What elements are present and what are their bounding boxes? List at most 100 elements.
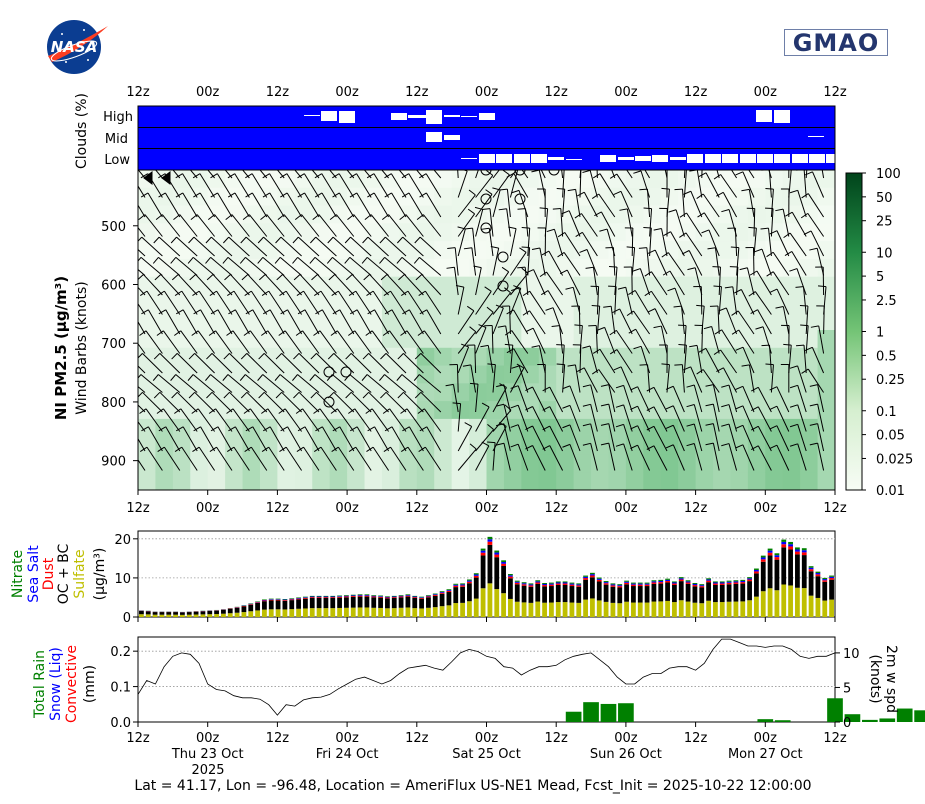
wind-barb <box>654 249 668 276</box>
dust-bar <box>350 596 356 597</box>
pm25-cell <box>765 436 784 455</box>
dust-bar <box>562 583 568 585</box>
pm25-cell <box>573 347 592 367</box>
wind-barb <box>407 290 424 315</box>
wind-barb-flag <box>810 325 819 328</box>
wind-barb-flag <box>696 304 705 307</box>
wind-barb <box>492 271 510 296</box>
wind-barb-flag <box>208 408 216 414</box>
aerosol-ylabel-nitrate: Nitrate <box>10 550 26 598</box>
wind-barb-flag <box>481 402 490 408</box>
pm25-cell <box>643 454 662 473</box>
wind-barb-flag <box>473 265 482 269</box>
wind-barb-flag <box>313 408 321 414</box>
wind-barb-flag <box>276 274 283 281</box>
cloud-cell <box>514 154 530 163</box>
wind-barb <box>718 286 722 315</box>
wind-barb-flag <box>380 391 387 399</box>
wind-barb-flag <box>478 324 487 328</box>
wind-barb <box>315 236 337 257</box>
wind-barb-flag <box>380 274 388 281</box>
ocbc-bar <box>569 586 575 603</box>
wind-barb <box>138 302 146 315</box>
wind-barb-flag <box>628 290 636 295</box>
nitrate-bar <box>371 595 377 596</box>
wind-barb-flag <box>469 382 479 385</box>
seasalt-bar <box>583 576 588 579</box>
wind-barb <box>363 170 372 179</box>
pm25-cell <box>486 472 505 490</box>
wind-barb <box>335 214 355 237</box>
wind-barb-flag <box>674 188 683 191</box>
wind-barb-flag <box>383 446 391 452</box>
pm25-cell <box>190 223 209 242</box>
pm25-cell <box>556 312 575 331</box>
cloud-cell <box>408 115 426 118</box>
wind-barb <box>246 391 268 413</box>
pm25-cell <box>312 258 331 278</box>
wind-barb-flag <box>348 446 357 452</box>
wind-barb <box>177 274 198 296</box>
wind-barb-flag <box>539 271 547 278</box>
sulfate-bar <box>644 602 650 617</box>
wind-barb <box>147 309 163 335</box>
wind-barb-flag <box>462 170 468 172</box>
wind-barb-flag <box>750 386 759 392</box>
pm25-cell <box>190 383 209 402</box>
pm25-cell <box>155 312 174 331</box>
wind-barb-flag <box>244 446 252 452</box>
wind-barb <box>138 226 146 237</box>
wind-barb <box>182 173 198 198</box>
pm25-cell <box>242 276 261 295</box>
wind-barb <box>321 309 337 335</box>
wind-barb-flag <box>367 426 375 432</box>
nitrate-bar <box>699 584 705 586</box>
wind-barb <box>681 189 685 218</box>
wind-barb <box>549 445 564 471</box>
wind-barb <box>608 423 616 452</box>
wind-barb-flag <box>141 309 149 315</box>
sulfate-bar <box>227 613 233 617</box>
sulfate-bar <box>152 614 158 617</box>
pm25-cell <box>643 223 662 242</box>
wind-barb <box>180 408 198 432</box>
wind-barb <box>195 274 215 296</box>
sulfate-bar <box>350 607 356 617</box>
wind-speed-tick-label: 0 <box>843 716 851 731</box>
sulfate-bar <box>781 584 787 617</box>
precip-tick-label: 0.2 <box>110 645 131 660</box>
dust-bar <box>801 552 807 556</box>
wind-barb <box>211 352 233 374</box>
dust-bar <box>480 552 486 556</box>
wind-barb <box>145 330 163 354</box>
wind-barb-flag <box>721 423 730 427</box>
wind-barb <box>620 191 633 218</box>
ocbc-bar <box>139 611 144 615</box>
sulfate-bar <box>330 608 336 617</box>
wind-barb <box>796 268 807 296</box>
pm25-cell <box>678 347 697 367</box>
wind-barb-flag <box>297 426 306 432</box>
wind-barb-flag <box>562 404 571 409</box>
wind-barb <box>182 192 198 218</box>
wind-barb-flag <box>416 214 424 220</box>
wind-barb <box>189 170 198 179</box>
wind-barb-flag <box>716 191 724 197</box>
dust-bar <box>774 557 780 560</box>
pm25-cell <box>730 347 749 367</box>
wind-barb-flag <box>750 406 759 411</box>
rain-bar <box>827 698 843 722</box>
ocbc-bar <box>227 608 233 614</box>
wind-barb <box>408 173 424 198</box>
wind-barb <box>683 325 687 354</box>
wind-barb-flag <box>314 173 322 179</box>
sulfate-bar <box>508 598 513 617</box>
dust-bar <box>726 582 732 585</box>
wind-barb-flag <box>419 173 427 179</box>
nitrate-bar <box>774 553 780 556</box>
pm25-cell <box>381 436 400 455</box>
nitrate-bar <box>808 566 814 568</box>
calm-wind-marker <box>514 193 526 205</box>
pm25-cell <box>294 347 313 367</box>
wind-barb-flag <box>124 174 131 178</box>
